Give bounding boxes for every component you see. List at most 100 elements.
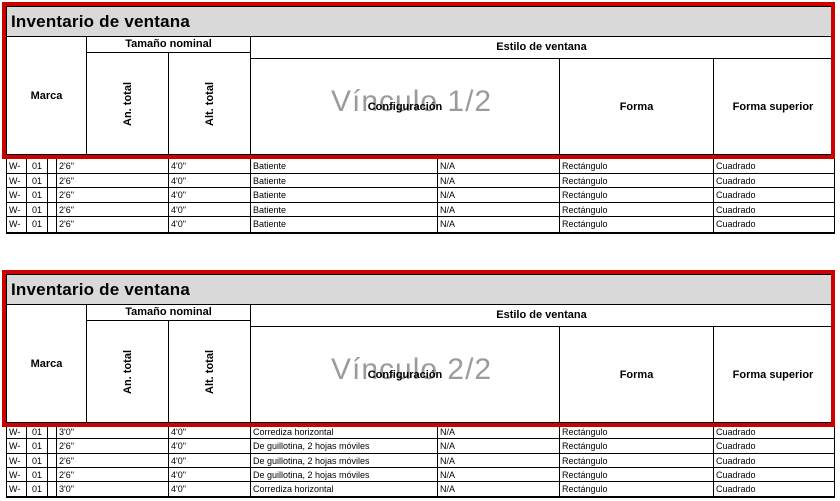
marca-number-cell: 01 [27,217,48,232]
configuracion-cell: De guillotina, 2 hojas móviles [251,453,438,467]
configuracion-cell: De guillotina, 2 hojas móviles [251,439,438,453]
group-header-tamano-nominal: Tamaño nominal [87,305,251,321]
schedule-row: W- 01 2'6" 4'0" De guillotina, 2 hojas móvil… [7,439,834,454]
schedule-row: W- 01 2'6" 4'0" De guillotina, 2 hojas móvil… [7,453,834,468]
na-cell: N/A [438,453,560,467]
an-total-cell: 2'6" [57,467,169,482]
forma-cell: Rectángulo [560,202,714,217]
an-total-cell: 2'6" [57,159,169,173]
alt-total-cell: 4'0" [169,425,251,439]
forma-cell: Rectángulo [560,467,714,482]
marca-prefix-cell: W- [7,482,27,497]
column-header-alt-total: Alt. total [169,53,251,154]
na-cell: N/A [438,188,560,202]
marca-number-cell: 01 [27,173,48,188]
an-total-cell: 2'6" [57,217,169,232]
schedule-title: Inventario de ventana [7,7,832,37]
forma-cell: Rectángulo [560,217,714,232]
marca-number-cell: 01 [27,467,48,482]
schedule-title: Inventario de ventana [7,275,832,305]
alt-total-cell: 4'0" [169,482,251,497]
na-cell: N/A [438,217,560,232]
configuracion-cell: Batiente [251,173,438,188]
column-header-marca: Marca [7,37,87,154]
configuracion-cell: Batiente [251,202,438,217]
na-cell: N/A [438,439,560,453]
column-header-marca: Marca [7,305,87,422]
configuracion-cell: Batiente [251,188,438,202]
spacer-cell [48,482,57,497]
alt-total-cell: 4'0" [169,453,251,467]
marca-prefix-cell: W- [7,453,27,467]
alt-total-cell: 4'0" [169,202,251,217]
schedule-row: W- 01 3'0" 4'0" Corrediza horizontal N/A Rectá… [7,482,834,497]
an-total-cell: 2'6" [57,188,169,202]
column-header-alt-total: Alt. total [169,321,251,422]
marca-prefix-cell: W- [7,188,27,202]
an-total-cell: 2'6" [57,453,169,467]
spacer-cell [48,453,57,467]
schedule-row: W- 01 2'6" 4'0" Batiente N/A Rectángulo Cuadrad… [7,159,834,174]
marca-number-cell: 01 [27,453,48,467]
forma-cell: Rectángulo [560,482,714,497]
forma-cell: Rectángulo [560,173,714,188]
marca-prefix-cell: W- [7,159,27,173]
column-header-forma-superior: Forma superior [732,368,814,381]
marca-number-cell: 01 [27,425,48,439]
column-header-an-total: An. total [87,53,169,154]
column-header-forma-superior: Forma superior [732,100,814,113]
na-cell: N/A [438,425,560,439]
schedule-title-text: Inventario de ventana [11,12,190,31]
alt-total-cell: 4'0" [169,439,251,453]
forma-cell: Rectángulo [560,425,714,439]
spacer-cell [48,467,57,482]
schedule-row: W- 01 2'6" 4'0" Batiente N/A Rectángulo Cuadrad… [7,217,834,232]
spacer-cell [48,425,57,439]
window-schedule-1-rows: W- 01 2'6" 4'0" Batiente N/A Rectángulo Cuadrad… [6,158,835,234]
viewport-selection-frame-1[interactable] [2,2,835,159]
marca-number-cell: 01 [27,439,48,453]
alt-total-cell: 4'0" [169,159,251,173]
spacer-cell [48,439,57,453]
forma-cell: Rectángulo [560,159,714,173]
forma-superior-cell: Cuadrado [716,427,756,437]
alt-total-cell: 4'0" [169,188,251,202]
forma-superior-cell: Cuadrado [716,484,756,495]
column-header-configuracion: Configuración [251,59,560,154]
forma-superior-cell: Cuadrado [716,175,756,186]
forma-superior-cell: Cuadrado [716,441,756,452]
marca-number-cell: 01 [27,159,48,173]
group-header-estilo-de-ventana: Estilo de ventana [251,37,832,59]
group-header-tamano-nominal: Tamaño nominal [87,37,251,53]
na-cell: N/A [438,467,560,482]
forma-superior-cell: Cuadrado [716,190,756,201]
spacer-cell [48,173,57,188]
window-schedule-1-header: Vínculo 1/2 Inventario de ventana Marca … [6,6,833,155]
column-header-forma: Forma [560,59,714,154]
an-total-cell: 3'0" [57,425,169,439]
alt-total-cell: 4'0" [169,217,251,232]
schedule-row: W- 01 2'6" 4'0" Batiente N/A Rectángulo Cuadrad… [7,188,834,203]
marca-number-cell: 01 [27,482,48,497]
configuracion-cell: De guillotina, 2 hojas móviles [251,467,438,482]
marca-prefix-cell: W- [7,202,27,217]
schedule-title-text: Inventario de ventana [11,280,190,299]
forma-superior-cell: Cuadrado [716,219,756,230]
marca-number-cell: 01 [27,202,48,217]
marca-prefix-cell: W- [7,425,27,439]
viewport-selection-frame-2[interactable] [2,270,835,427]
spacer-cell [48,159,57,173]
an-total-cell: 3'0" [57,482,169,497]
column-header-an-total: An. total [87,321,169,422]
schedule-row: W- 01 3'0" 4'0" Corrediza horizontal N/A Rectá… [7,425,834,440]
forma-superior-cell: Cuadrado [716,469,756,480]
spacer-cell [48,202,57,217]
marca-prefix-cell: W- [7,467,27,482]
forma-cell: Rectángulo [560,439,714,453]
schedule-row: W- 01 2'6" 4'0" Batiente N/A Rectángulo Cuadrad… [7,202,834,218]
window-schedule-2-rows: W- 01 3'0" 4'0" Corrediza horizontal N/A Rectá… [6,424,835,499]
alt-total-cell: 4'0" [169,173,251,188]
configuracion-cell: Batiente [251,159,438,173]
na-cell: N/A [438,173,560,188]
schedule-row: W- 01 2'6" 4'0" De guillotina, 2 hojas móvil… [7,467,834,483]
